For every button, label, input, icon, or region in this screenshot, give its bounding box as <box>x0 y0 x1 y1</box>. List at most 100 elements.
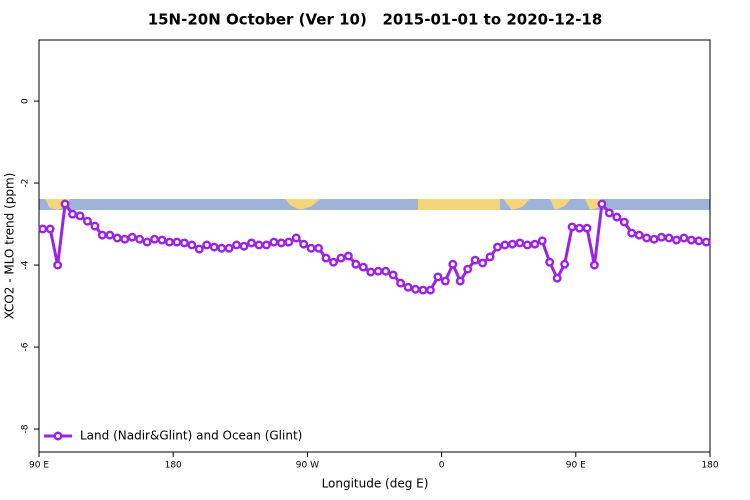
data-point <box>470 255 480 265</box>
data-point <box>567 222 577 232</box>
data-point <box>165 237 174 247</box>
y-tick-label: -6 <box>21 342 31 351</box>
data-point <box>530 239 540 249</box>
y-tick-label: 0 <box>21 98 31 104</box>
data-point <box>321 253 331 263</box>
data-point <box>209 242 219 252</box>
data-point <box>329 257 338 267</box>
data-point <box>38 224 48 234</box>
data-point <box>202 240 212 250</box>
data-point <box>537 236 547 246</box>
data-point <box>582 223 592 233</box>
data-point <box>634 230 644 240</box>
y-tick-label: -8 <box>21 424 31 433</box>
data-point <box>545 257 555 267</box>
legend-text: Land (Nadir&Glint) and Ocean (Glint) <box>80 429 302 443</box>
data-point <box>657 232 666 242</box>
data-point <box>232 240 242 250</box>
data-point <box>694 236 704 246</box>
data-point <box>127 232 137 242</box>
data-point <box>276 238 286 248</box>
x-tick-label: 90 E <box>29 461 49 471</box>
x-axis-label: Longitude (deg E) <box>322 477 429 491</box>
data-point <box>366 267 376 277</box>
data-point <box>75 211 85 221</box>
data-point <box>112 233 122 243</box>
data-point <box>425 285 435 295</box>
data-point <box>187 240 197 250</box>
data-point <box>291 233 301 243</box>
ocean-band <box>39 199 710 210</box>
data-point <box>522 240 532 250</box>
data-point <box>649 234 659 244</box>
data-point <box>403 282 413 292</box>
y-tick-label: -2 <box>21 179 31 188</box>
data-point <box>507 239 517 249</box>
data-point <box>60 199 70 209</box>
data-point <box>463 264 473 274</box>
y-axis-label: XCO2 - MLO trend (ppm) <box>3 173 17 320</box>
data-point <box>642 233 652 243</box>
data-point <box>589 260 599 270</box>
map-strip <box>39 199 710 210</box>
data-point <box>157 235 167 245</box>
data-point <box>336 253 346 263</box>
data-point <box>552 273 562 283</box>
data-point <box>284 237 294 247</box>
data-point <box>396 278 406 288</box>
data-point <box>575 223 584 233</box>
data-point <box>411 284 420 294</box>
data-point <box>500 240 510 250</box>
data-point <box>150 234 160 244</box>
plot-frame <box>38 39 711 453</box>
data-point <box>239 241 249 251</box>
x-tick-label: 180 <box>701 461 718 471</box>
data-point <box>627 228 637 238</box>
x-tick-label: 90 W <box>296 461 319 471</box>
data-point <box>179 238 189 248</box>
data-point <box>664 233 674 243</box>
data-point <box>478 258 488 268</box>
data-point <box>351 259 361 269</box>
data-point <box>604 208 614 218</box>
data-point <box>433 272 443 282</box>
data-point <box>485 252 495 262</box>
data-point <box>560 259 570 269</box>
x-tick-label: 90 E <box>566 461 586 471</box>
data-point <box>172 237 182 247</box>
data-point <box>269 237 279 247</box>
data-point <box>388 270 398 280</box>
data-point <box>135 234 145 244</box>
data-point <box>493 242 502 252</box>
data-point <box>90 221 100 231</box>
land <box>550 199 570 210</box>
data-point <box>68 209 78 219</box>
data-point <box>217 243 227 253</box>
data-point <box>381 266 391 276</box>
data-point <box>448 259 458 269</box>
data-point <box>440 276 450 286</box>
data-point <box>142 237 152 247</box>
land <box>503 199 530 210</box>
data-point <box>418 285 428 295</box>
data-point <box>373 266 383 276</box>
data-point <box>679 233 689 243</box>
data-point <box>194 244 204 254</box>
data-point <box>45 224 55 234</box>
data-point <box>597 199 607 209</box>
data-point <box>224 243 234 253</box>
land <box>285 199 320 210</box>
x-tick-label: 180 <box>165 461 182 471</box>
legend-marker <box>53 431 63 441</box>
data-point <box>455 276 465 286</box>
data-point <box>619 217 629 227</box>
data-point <box>53 260 63 270</box>
y-tick-label: -4 <box>21 260 31 269</box>
data-point <box>105 230 115 240</box>
data-point <box>701 237 711 247</box>
data-point <box>672 235 681 245</box>
data-point <box>261 240 271 250</box>
data-point <box>247 238 256 248</box>
data-point <box>686 235 696 245</box>
